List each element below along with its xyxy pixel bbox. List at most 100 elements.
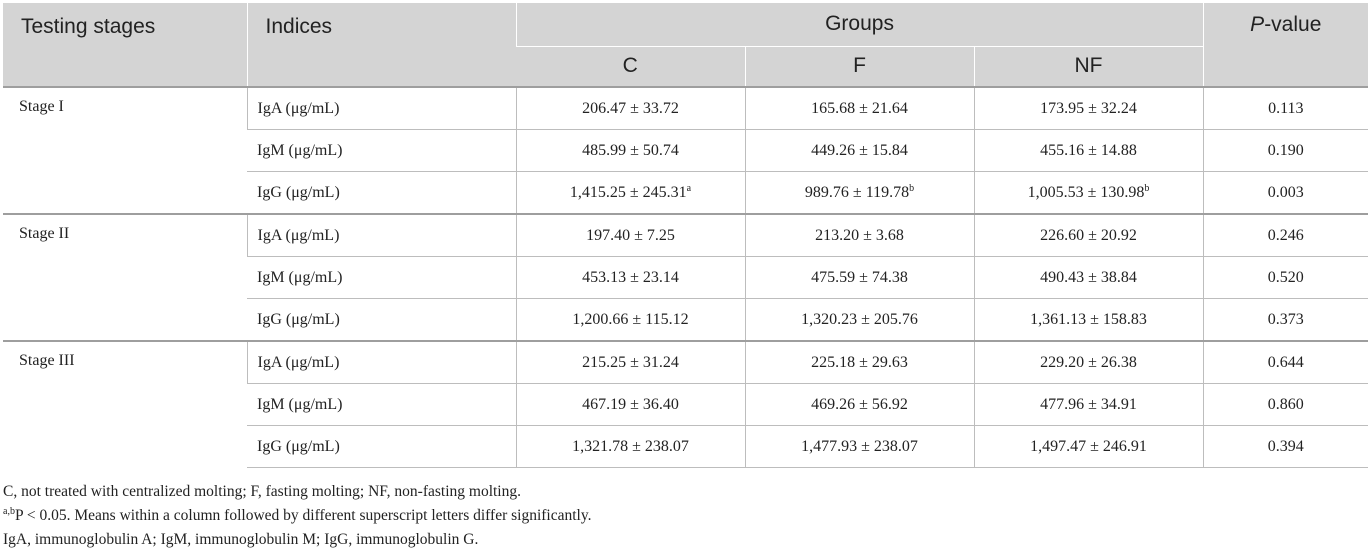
- value-superscript-nf: b: [1144, 182, 1150, 194]
- value-cell-f: 165.68 ± 21.64: [744, 86, 974, 130]
- header-testing-stages: Testing stages: [3, 3, 247, 87]
- value-cell-f: 469.26 ± 56.92: [744, 383, 974, 426]
- value-cell-c: 1,200.66 ± 115.12: [515, 298, 745, 341]
- value-superscript-f: b: [909, 182, 915, 194]
- value-cell-nf: 229.20 ± 26.38: [973, 340, 1204, 384]
- value-cell-f: 1,320.23 ± 205.76: [744, 298, 974, 341]
- value-cell-nf: 455.16 ± 14.88: [973, 129, 1204, 172]
- table-row: Stage II IgA (μg/mL) 197.40 ± 7.25 213.20 ±…: [3, 213, 1369, 341]
- table-footnotes: C, not treated with centralized molting;…: [3, 480, 591, 552]
- footnote-superscript: a,b: [3, 506, 15, 517]
- value-cell-nf: 1,497.47 ± 246.91: [973, 425, 1204, 468]
- header-indices: Indices: [246, 3, 516, 87]
- value-cell-f: 449.26 ± 15.84: [744, 129, 974, 172]
- value-text-nf: 173.95 ± 32.24: [1040, 99, 1137, 117]
- p-value-cell: 0.246: [1202, 213, 1369, 257]
- value-text-c: 197.40 ± 7.25: [586, 226, 675, 244]
- value-text-f: 225.18 ± 29.63: [811, 353, 908, 371]
- table-row: Stage III IgA (μg/mL) 215.25 ± 31.24 225.18…: [3, 340, 1369, 468]
- index-label: IgA (μg/mL): [246, 340, 516, 384]
- value-cell-f: 213.20 ± 3.68: [744, 213, 974, 257]
- value-text-f: 449.26 ± 15.84: [811, 141, 908, 159]
- header-group-c: C: [516, 45, 745, 87]
- value-text-f: 989.76 ± 119.78: [804, 183, 910, 201]
- p-value-cell: 0.644: [1202, 340, 1369, 384]
- stage-label: Stage III: [3, 340, 247, 468]
- value-cell-c: 1,415.25 ± 245.31a: [515, 171, 745, 214]
- table-row: IgM (μg/mL) 485.99 ± 50.74 449.26 ± 15.84 4…: [3, 129, 1369, 172]
- table-row: Stage I IgA (μg/mL) 206.47 ± 33.72 165.68 ±…: [3, 86, 1369, 214]
- value-text-f: 469.26 ± 56.92: [811, 395, 908, 413]
- value-text-f: 1,320.23 ± 205.76: [801, 310, 918, 328]
- value-text-f: 475.59 ± 74.38: [811, 268, 908, 286]
- header-p-italic: P: [1250, 13, 1265, 36]
- value-text-nf: 477.96 ± 34.91: [1040, 395, 1137, 413]
- value-text-nf: 1,361.13 ± 158.83: [1030, 310, 1147, 328]
- table-row: IgG (μg/mL) 1,321.78 ± 238.07 1,477.93 ± 2…: [3, 425, 1369, 468]
- index-label: IgM (μg/mL): [247, 129, 516, 172]
- p-value-cell: 0.860: [1202, 383, 1369, 426]
- index-label: IgG (μg/mL): [247, 298, 516, 341]
- value-text-f: 165.68 ± 21.64: [811, 99, 908, 117]
- index-label: IgG (μg/mL): [247, 171, 516, 214]
- table-row: IgG (μg/mL) 1,200.66 ± 115.12 1,320.23 ± 2…: [3, 298, 1369, 341]
- p-value-cell: 0.394: [1202, 425, 1369, 468]
- value-text-c: 215.25 ± 31.24: [582, 353, 679, 371]
- immunoglobulin-table: Testing stages Indices Groups P-value C …: [3, 3, 1369, 468]
- value-cell-nf: 477.96 ± 34.91: [973, 383, 1204, 426]
- value-cell-nf: 226.60 ± 20.92: [973, 213, 1204, 257]
- value-text-nf: 455.16 ± 14.88: [1040, 141, 1137, 159]
- value-text-c: 1,415.25 ± 245.31: [569, 183, 687, 201]
- value-text-nf: 1,005.53 ± 130.98: [1027, 183, 1145, 201]
- value-text-f: 1,477.93 ± 238.07: [801, 437, 918, 455]
- value-text-c: 1,321.78 ± 238.07: [572, 437, 689, 455]
- header-groups: Groups: [515, 3, 1204, 46]
- value-cell-nf: 1,005.53 ± 130.98b: [973, 171, 1204, 214]
- value-text-c: 206.47 ± 33.72: [582, 99, 679, 117]
- value-text-c: 1,200.66 ± 115.12: [572, 310, 689, 328]
- value-cell-c: 453.13 ± 23.14: [515, 256, 745, 299]
- value-cell-nf: 490.43 ± 38.84: [973, 256, 1204, 299]
- header-p-value: P-value: [1202, 3, 1369, 87]
- table-body: Stage I IgA (μg/mL) 206.47 ± 33.72 165.68 ±…: [3, 86, 1369, 468]
- footnote-groups: C, not treated with centralized molting;…: [3, 483, 521, 500]
- value-text-f: 213.20 ± 3.68: [815, 226, 904, 244]
- table-row: IgM (μg/mL) 467.19 ± 36.40 469.26 ± 56.92 4…: [3, 383, 1369, 426]
- value-cell-c: 467.19 ± 36.40: [515, 383, 745, 426]
- table-container: Testing stages Indices Groups P-value C …: [3, 3, 1369, 468]
- value-text-c: 467.19 ± 36.40: [582, 395, 679, 413]
- value-text-c: 453.13 ± 23.14: [582, 268, 679, 286]
- footnote-significance-text: P < 0.05. Means within a column followed…: [14, 507, 592, 524]
- p-value-cell: 0.373: [1202, 298, 1369, 341]
- value-text-nf: 226.60 ± 20.92: [1040, 226, 1137, 244]
- p-value-cell: 0.190: [1202, 129, 1369, 172]
- index-label: IgM (μg/mL): [247, 256, 516, 299]
- value-cell-f: 225.18 ± 29.63: [744, 340, 974, 384]
- value-cell-nf: 173.95 ± 32.24: [973, 86, 1204, 130]
- value-text-c: 485.99 ± 50.74: [582, 141, 679, 159]
- table-row: IgM (μg/mL) 453.13 ± 23.14 475.59 ± 74.38 4…: [3, 256, 1369, 299]
- p-value-cell: 0.003: [1202, 171, 1369, 214]
- index-label: IgA (μg/mL): [246, 213, 516, 257]
- table-row: IgG (μg/mL) 1,415.25 ± 245.31a 989.76 ± 11…: [3, 171, 1369, 214]
- p-value-cell: 0.520: [1202, 256, 1369, 299]
- index-label: IgA (μg/mL): [246, 86, 516, 130]
- header-p-rest: -value: [1264, 13, 1322, 36]
- table-header: Testing stages Indices Groups P-value C …: [3, 3, 1369, 87]
- value-cell-c: 215.25 ± 31.24: [515, 340, 745, 384]
- value-superscript-c: a: [686, 182, 692, 194]
- value-cell-nf: 1,361.13 ± 158.83: [973, 298, 1204, 341]
- value-cell-c: 1,321.78 ± 238.07: [515, 425, 745, 468]
- value-text-nf: 229.20 ± 26.38: [1040, 353, 1137, 371]
- stage-label: Stage II: [3, 213, 247, 341]
- value-cell-c: 485.99 ± 50.74: [515, 129, 745, 172]
- value-text-nf: 490.43 ± 38.84: [1040, 268, 1137, 286]
- value-cell-f: 989.76 ± 119.78b: [744, 171, 974, 214]
- index-label: IgG (μg/mL): [247, 425, 516, 468]
- footnote-significance: a,bP < 0.05. Means within a column follo…: [3, 504, 591, 528]
- header-group-f: F: [744, 45, 974, 87]
- value-cell-f: 1,477.93 ± 238.07: [744, 425, 974, 468]
- value-cell-c: 197.40 ± 7.25: [515, 213, 745, 257]
- index-label: IgM (μg/mL): [247, 383, 516, 426]
- value-text-nf: 1,497.47 ± 246.91: [1030, 437, 1147, 455]
